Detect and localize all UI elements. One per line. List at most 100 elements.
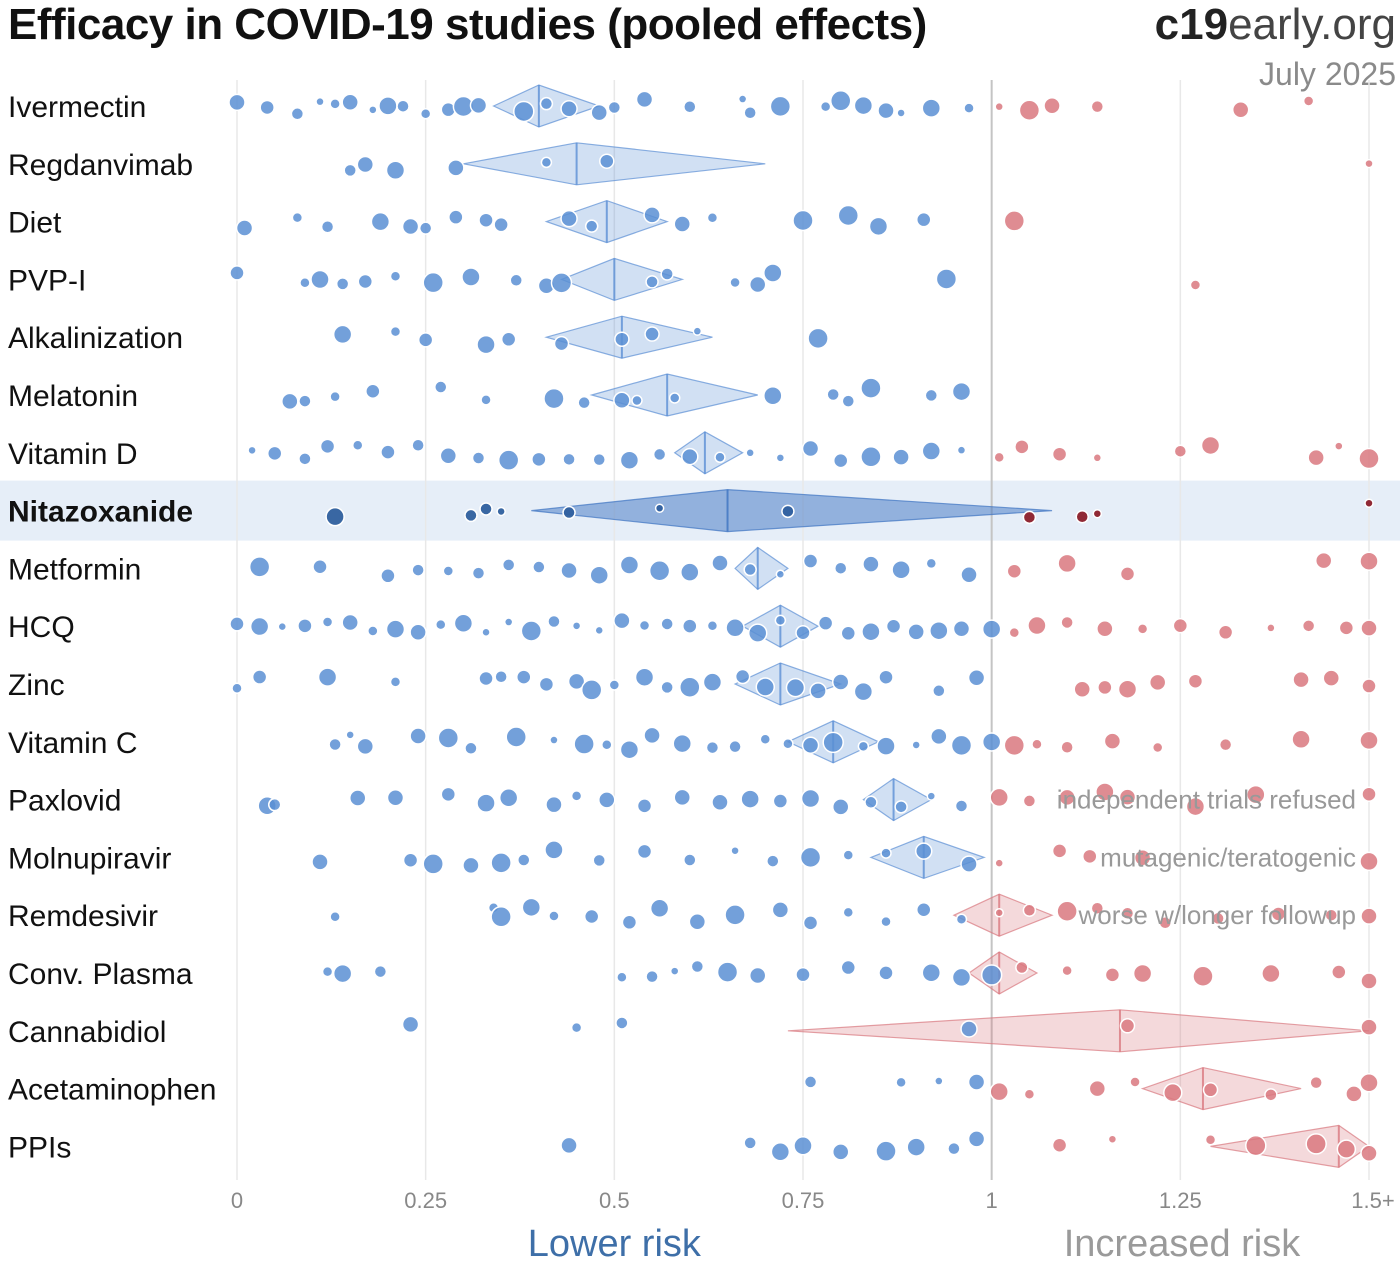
study-point [1027, 615, 1047, 636]
study-point [660, 267, 674, 281]
study-point [896, 108, 906, 118]
lower-risk-label: Lower risk [528, 1223, 702, 1264]
study-point [1301, 619, 1316, 633]
study-point [1015, 960, 1029, 975]
study-point [1119, 1018, 1136, 1034]
study-point [251, 669, 268, 685]
row-pvp-i: PVP-I [8, 257, 1202, 302]
study-point [494, 670, 508, 684]
row-label: Ivermectin [8, 91, 146, 124]
study-point [1336, 1139, 1357, 1159]
study-point [819, 100, 832, 113]
study-point [775, 453, 786, 463]
study-point [370, 211, 391, 232]
study-point [952, 619, 971, 638]
study-point [792, 209, 814, 232]
study-point [833, 561, 848, 575]
study-point [799, 846, 822, 869]
row-label: Molnupiravir [8, 842, 171, 875]
study-point [635, 90, 654, 109]
study-point [471, 451, 486, 465]
study-point [1090, 901, 1105, 915]
study-point [521, 897, 542, 918]
study-point [409, 727, 427, 745]
study-point [683, 853, 697, 867]
study-point [1120, 906, 1135, 920]
study-point [1359, 551, 1379, 571]
study-point [266, 445, 283, 462]
study-point [291, 211, 304, 224]
study-point [1133, 849, 1152, 867]
study-point [469, 96, 488, 115]
study-point [329, 390, 341, 403]
study-point [229, 265, 245, 281]
study-point [956, 445, 967, 455]
study-point [479, 502, 493, 516]
study-point [570, 1021, 583, 1034]
chart-title: Efficacy in COVID-19 studies (pooled eff… [8, 0, 927, 49]
study-point [963, 102, 975, 114]
study-point [1003, 734, 1026, 757]
study-point [747, 623, 768, 643]
study-point [594, 625, 604, 636]
study-point [837, 204, 860, 227]
study-point [1056, 900, 1078, 923]
study-point [683, 100, 697, 114]
study-point [1361, 786, 1377, 802]
study-point [434, 380, 448, 394]
study-point [1023, 1088, 1036, 1100]
study-point [229, 616, 245, 632]
study-point [343, 163, 357, 178]
pooled-diamond [787, 1009, 1370, 1053]
study-point [481, 627, 491, 637]
study-point [312, 558, 328, 575]
study-point [548, 910, 560, 922]
study-point [1187, 673, 1204, 689]
study-point [759, 733, 772, 745]
study-point [418, 221, 433, 235]
study-point [1014, 439, 1030, 455]
study-point [1118, 788, 1137, 806]
study-point [378, 96, 398, 116]
study-point [497, 449, 520, 471]
study-point [702, 672, 723, 692]
study-point [891, 560, 911, 580]
study-point [562, 452, 576, 467]
study-point [409, 623, 427, 641]
x-tick-label: 0 [231, 1188, 243, 1213]
study-point [560, 1136, 578, 1155]
study-point [380, 444, 396, 460]
row-label: Melatonin [8, 380, 138, 413]
study-point [1173, 444, 1188, 458]
study-point [356, 155, 375, 174]
study-point [1334, 441, 1344, 451]
study-point [967, 1130, 986, 1148]
study-point [729, 276, 741, 289]
row-label: PVP-I [8, 264, 86, 297]
study-point [803, 1075, 818, 1089]
study-point [743, 1136, 757, 1150]
study-point [1148, 673, 1167, 692]
study-point [1061, 964, 1073, 977]
study-point [608, 679, 621, 691]
study-point [1092, 453, 1103, 463]
study-point [401, 1015, 420, 1034]
study-point [621, 914, 638, 931]
study-point [724, 904, 746, 926]
x-tick-label: 1.25 [1159, 1188, 1202, 1213]
study-point [619, 555, 640, 575]
study-point [440, 786, 457, 803]
study-point [645, 275, 659, 289]
row-vitamin-c: Vitamin C [8, 720, 1379, 764]
study-point [1231, 101, 1250, 119]
study-point [373, 964, 388, 979]
study-point [368, 105, 378, 115]
annotation-label: worse w/longer followup [1078, 900, 1356, 930]
study-point [540, 156, 553, 169]
study-point [478, 670, 494, 687]
study-point [714, 451, 726, 464]
study-point [320, 219, 335, 234]
study-point [592, 452, 606, 467]
study-point [389, 270, 402, 283]
study-point [861, 621, 881, 642]
